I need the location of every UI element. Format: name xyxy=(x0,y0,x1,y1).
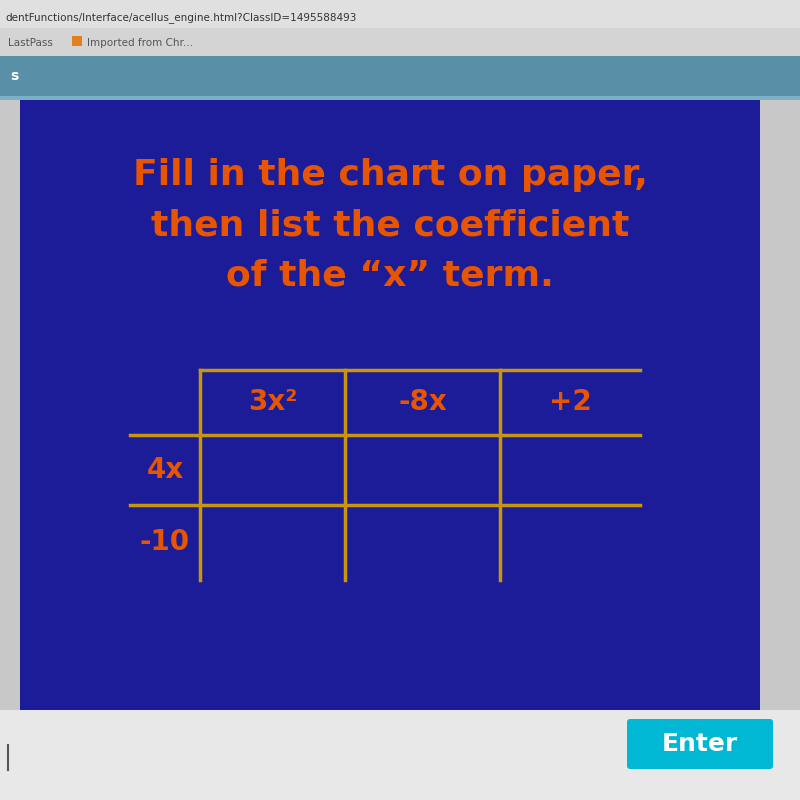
Text: Enter: Enter xyxy=(662,732,738,756)
Bar xyxy=(0,56,800,96)
Bar xyxy=(0,96,800,100)
Text: 4x: 4x xyxy=(146,456,184,484)
Bar xyxy=(20,100,760,710)
FancyBboxPatch shape xyxy=(627,719,773,769)
Text: of the “x” term.: of the “x” term. xyxy=(226,258,554,292)
Bar xyxy=(72,36,82,46)
Bar xyxy=(0,28,800,56)
Text: Imported from Chr...: Imported from Chr... xyxy=(87,38,193,48)
Text: -8x: -8x xyxy=(398,389,447,417)
Bar xyxy=(0,710,800,800)
Text: Fill in the chart on paper,: Fill in the chart on paper, xyxy=(133,158,647,192)
Text: then list the coefficient: then list the coefficient xyxy=(151,208,629,242)
Text: s: s xyxy=(10,69,18,83)
Bar xyxy=(0,0,800,28)
Text: 3x²: 3x² xyxy=(248,389,297,417)
Text: LastPass: LastPass xyxy=(8,38,53,48)
Text: -10: -10 xyxy=(140,529,190,557)
Text: dentFunctions/Interface/acellus_engine.html?ClassID=1495588493: dentFunctions/Interface/acellus_engine.h… xyxy=(5,13,356,23)
Text: +2: +2 xyxy=(549,389,591,417)
